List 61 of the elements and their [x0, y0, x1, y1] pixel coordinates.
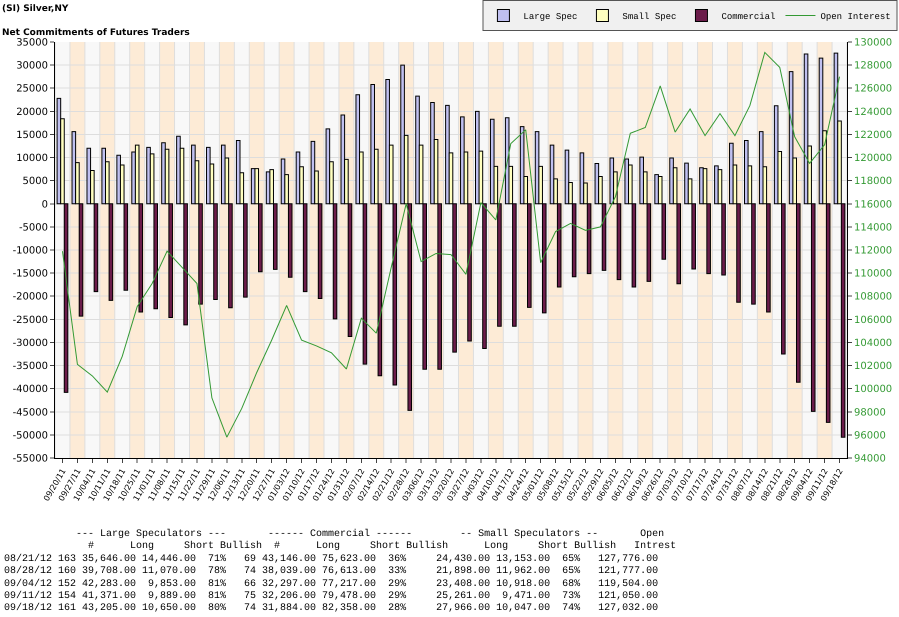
text: 08/21/12 163 35,646.00 14,446.00 71% 69 43,146.00 75,623.00 36% 24,430.00 13,153.00 65% 127,776.00 — [4, 553, 658, 565]
y-tick-label: 25000 — [16, 84, 48, 95]
y2-tick-label: 130000 — [854, 38, 892, 48]
chart-subtitle: Net Commitments of Futures Traders — [2, 28, 190, 38]
legend-label: Commercial — [721, 12, 776, 22]
bar — [161, 142, 166, 204]
y-tick-label: -30000 — [12, 338, 48, 349]
y-tick-label: -20000 — [12, 292, 48, 303]
y2-tick-label: 118000 — [854, 176, 892, 188]
y-tick-label: 0 — [42, 199, 48, 210]
y-tick-label: 15000 — [16, 130, 48, 141]
legend-label: Open Interest — [820, 12, 891, 22]
y-tick-label: 10000 — [16, 153, 48, 164]
y2-tick-label: 112000 — [854, 246, 892, 256]
text: 09/18/12 161 43,205.00 10,650.00 80% 74 31,884.00 82,358.00 28% 27,966.00 10,047.00 74% 127,032.00 — [4, 602, 658, 614]
y2-tick-label: 126000 — [854, 84, 892, 95]
y2-tick-label: 102000 — [854, 361, 892, 372]
y2-tick-label: 120000 — [854, 153, 892, 164]
y-tick-label: -10000 — [12, 246, 48, 256]
bar — [684, 162, 689, 204]
y2-tick-label: 94000 — [854, 454, 886, 464]
y-tick-label: -35000 — [12, 361, 48, 372]
y-tick-label: -15000 — [12, 268, 48, 280]
bar — [430, 102, 435, 204]
y-tick-label: 20000 — [16, 106, 48, 118]
text: 09/04/12 152 42,283.00 9,853.00 81% 66 32,297.00 77,217.00 29% 23,408.00 10,918.00 68% 119,504.00 — [4, 578, 658, 590]
y-tick-label: -5000 — [18, 222, 48, 234]
y2-tick-label: 122000 — [854, 130, 892, 141]
y2-tick-label: 114000 — [854, 222, 892, 234]
legend-label: Small Spec — [622, 12, 676, 22]
y2-tick-label: 124000 — [854, 106, 892, 118]
text: 08/28/12 160 39,708.00 11,070.00 78% 74 38,039.00 76,613.00 33% 21,898.00 11,962.00 65% 121,777.00 — [4, 565, 658, 577]
text: # Long Short Bullish # Long Short Bullish Long Short Bullish Intrest — [4, 540, 676, 552]
y2-tick-label: 108000 — [854, 292, 892, 303]
text: --- Large Speculators --- ------ Commercial ------ -- Small Speculators -- Open — [4, 528, 664, 540]
y-tick-label: -55000 — [12, 454, 48, 464]
y-tick-label: -25000 — [12, 314, 48, 326]
y2-tick-label: 116000 — [854, 199, 892, 210]
chart-title: (SI) Silver,NY — [2, 4, 69, 14]
y-tick-label: -50000 — [12, 430, 48, 442]
line-series — [62, 52, 840, 438]
bar — [415, 96, 420, 204]
legend-label: Large Spec — [523, 12, 578, 22]
y-tick-label: 5000 — [22, 176, 48, 188]
y-tick-label: -45000 — [12, 407, 48, 418]
y2-tick-label: 128000 — [854, 60, 892, 72]
y2-tick-label: 100000 — [854, 384, 892, 396]
y2-tick-label: 110000 — [854, 268, 892, 280]
y-tick-label: -40000 — [12, 384, 48, 396]
bar — [296, 152, 300, 204]
y-tick-label: 35000 — [16, 38, 48, 48]
bar — [550, 144, 554, 204]
y2-tick-label: 106000 — [854, 314, 892, 326]
y2-tick-label: 96000 — [854, 430, 886, 442]
text: 09/11/12 154 41,371.00 9,889.00 81% 75 32,206.00 79,478.00 29% 25,261.00 9,471.00 73% 121,050.00 — [4, 590, 658, 602]
bar — [280, 158, 286, 204]
bar — [818, 58, 824, 204]
y2-tick-label: 98000 — [854, 407, 886, 418]
y-tick-label: 30000 — [16, 60, 48, 72]
bar — [564, 150, 570, 204]
y2-tick-label: 104000 — [854, 338, 892, 349]
